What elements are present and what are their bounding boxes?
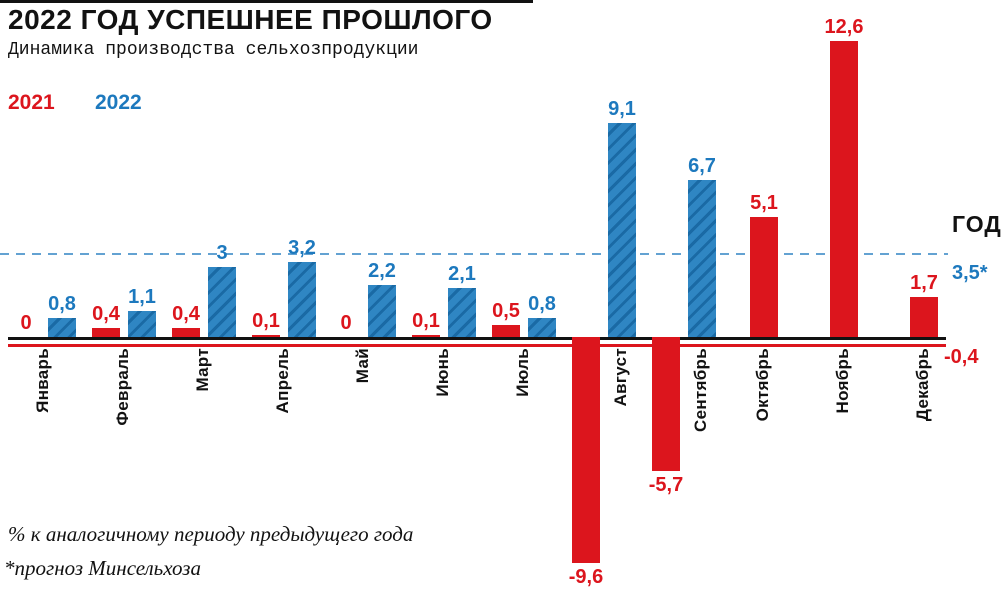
bar-value-label: 0,8 — [528, 293, 556, 316]
month-label: Январь — [33, 348, 52, 413]
page-subtitle: Динамика производства сельхозпродукции — [8, 40, 419, 60]
bar-value-label: 0,1 — [412, 309, 440, 332]
bar-2022 — [48, 318, 76, 337]
bar-2022 — [288, 261, 316, 337]
bar-value-label: 2,2 — [368, 260, 396, 283]
bar-value-label: 12,6 — [824, 15, 864, 38]
bar-value-label: 0,1 — [252, 309, 280, 332]
bar-value-label: 2,1 — [448, 262, 476, 285]
bar-value-label: 1,1 — [128, 286, 156, 309]
legend-2021: 2021 — [8, 91, 55, 114]
bar-2022 — [688, 179, 716, 337]
bar-value-label: 0 — [340, 312, 352, 334]
top-rule — [0, 0, 533, 3]
page-title: 2022 ГОД УСПЕШНЕЕ ПРОШЛОГО — [8, 4, 493, 35]
bar-2022 — [208, 266, 236, 337]
bar-value-label: 6,7 — [688, 154, 716, 177]
zero-axis-red-line — [8, 344, 946, 347]
bar-2021 — [750, 217, 778, 337]
bar-2021 — [172, 327, 200, 337]
month-label: Сентябрь — [691, 348, 710, 432]
bar-2021 — [652, 337, 680, 471]
month-label: Апрель — [273, 348, 292, 414]
year-value-2021: -0,4 — [944, 346, 979, 368]
bar-2022 — [128, 311, 156, 337]
month-label: Декабрь — [913, 348, 932, 422]
bar-2021 — [92, 327, 120, 337]
bar-value-label: 0,8 — [48, 293, 76, 316]
bar-value-label: 0,5 — [492, 300, 520, 323]
bar-value-label: -5,7 — [648, 473, 684, 496]
month-label: Май — [353, 348, 372, 384]
bar-2022 — [368, 285, 396, 337]
bar-value-label: 3 — [216, 241, 228, 264]
bar-value-label: 0,4 — [172, 302, 200, 325]
month-label: Октябрь — [753, 348, 772, 422]
footnote-forecast-note: *прогноз Минсельхоза — [4, 556, 201, 580]
bar-2022 — [608, 123, 636, 337]
year-value-2022: 3,5* — [952, 262, 988, 284]
forecast-dashed-line — [0, 252, 948, 255]
footnote-percent-note: % к аналогичному периоду предыдущего год… — [8, 522, 414, 546]
month-label: Август — [611, 348, 630, 407]
bar-2022 — [448, 287, 476, 337]
bar-2021 — [572, 337, 600, 563]
month-label: Июль — [513, 348, 532, 397]
bar-value-label: 9,1 — [608, 98, 636, 121]
bar-value-label: 3,2 — [288, 236, 316, 259]
bar-2021 — [910, 297, 938, 337]
bar-value-label: 0 — [20, 312, 32, 334]
month-label: Март — [193, 348, 212, 392]
bar-value-label: 1,7 — [910, 272, 938, 295]
bar-2021 — [252, 334, 280, 337]
bar-2021 — [412, 334, 440, 337]
legend-2022: 2022 — [95, 91, 142, 114]
bar-2022 — [528, 318, 556, 337]
bar-value-label: 5,1 — [750, 192, 778, 215]
month-label: Июнь — [433, 348, 452, 397]
zero-axis-line — [8, 337, 946, 340]
bar-value-label: 0,4 — [92, 302, 120, 325]
month-label: Февраль — [113, 348, 132, 426]
bar-2021 — [830, 40, 858, 337]
year-column-header: ГОД — [952, 211, 1002, 237]
bar-value-label: -9,6 — [568, 565, 604, 588]
bar-2021 — [492, 325, 520, 337]
month-label: Ноябрь — [833, 348, 852, 414]
